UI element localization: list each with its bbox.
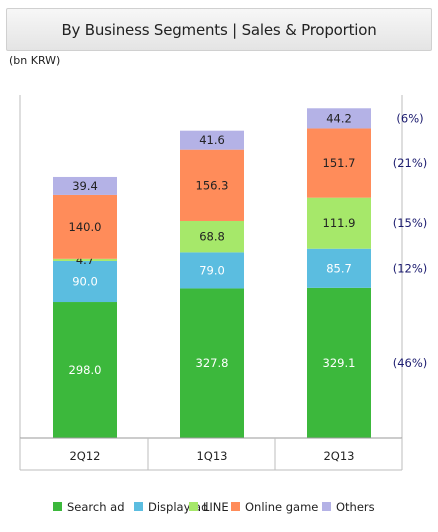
legend-swatch-search-ad — [53, 502, 62, 511]
bar-segment-others-2q13 — [307, 108, 371, 129]
x-tick-label-2q12: 2Q12 — [69, 449, 100, 463]
data-label-search-ad-2q13: 329.1 — [323, 356, 356, 370]
data-label-line-1q13: 68.8 — [199, 230, 225, 244]
bar-segment-display-ad-2q12 — [53, 260, 117, 303]
data-label-online-game-2q13: 151.7 — [323, 156, 356, 170]
bar-segment-others-2q12 — [53, 176, 117, 195]
x-tick-label-1q13: 1Q13 — [196, 449, 227, 463]
legend-label-online-game: Online game — [245, 500, 318, 514]
bar-segment-online-game-2q13 — [307, 128, 371, 198]
data-label-others-2q12: 39.4 — [72, 179, 98, 193]
legend-swatch-display-ad — [134, 502, 143, 511]
proportion-label-others: (6%) — [396, 111, 423, 125]
bar-segment-search-ad-1q13 — [180, 288, 244, 438]
legend-swatch-online-game — [231, 502, 240, 511]
bar-segment-line-2q12 — [53, 258, 117, 261]
bar-segment-line-1q13 — [180, 220, 244, 253]
bar-segment-online-game-2q12 — [53, 194, 117, 259]
proportion-label-search-ad: (46%) — [393, 356, 428, 370]
data-label-line-2q13: 111.9 — [323, 216, 356, 230]
bar-segment-search-ad-2q12 — [53, 302, 117, 438]
chart-title: By Business Segments | Sales & Proportio… — [61, 20, 377, 39]
bar-segment-others-1q13 — [180, 130, 244, 150]
legend-swatch-line — [189, 502, 198, 511]
legend-label-line: LINE — [203, 500, 229, 514]
data-label-display-ad-2q13: 85.7 — [326, 261, 352, 275]
data-label-online-game-2q12: 140.0 — [69, 220, 102, 234]
bar-segment-display-ad-2q13 — [307, 248, 371, 288]
data-label-search-ad-2q12: 298.0 — [69, 363, 102, 377]
data-label-search-ad-1q13: 327.8 — [196, 356, 229, 370]
proportion-label-online-game: (21%) — [393, 156, 428, 170]
bar-segment-display-ad-1q13 — [180, 252, 244, 289]
legend-swatch-others — [322, 502, 331, 511]
chart-title-bar: By Business Segments | Sales & Proportio… — [6, 8, 432, 51]
proportion-label-display-ad: (12%) — [393, 261, 428, 275]
proportion-label-line: (15%) — [393, 216, 428, 230]
x-tick-label-2q13: 2Q13 — [323, 449, 354, 463]
legend-label-search-ad: Search ad — [67, 500, 125, 514]
data-label-others-1q13: 41.6 — [199, 133, 225, 147]
bar-segment-line-2q13 — [307, 197, 371, 249]
bar-segment-search-ad-2q13 — [307, 287, 371, 438]
data-label-display-ad-1q13: 79.0 — [199, 263, 225, 277]
unit-label: (bn KRW) — [9, 54, 61, 67]
legend-label-display-ad: Display ad — [148, 500, 208, 514]
legend-label-others: Others — [336, 500, 375, 514]
data-label-display-ad-2q12: 90.0 — [72, 274, 98, 288]
bar-segment-online-game-1q13 — [180, 149, 244, 221]
data-label-online-game-1q13: 156.3 — [196, 178, 229, 192]
data-label-others-2q13: 44.2 — [326, 111, 352, 125]
